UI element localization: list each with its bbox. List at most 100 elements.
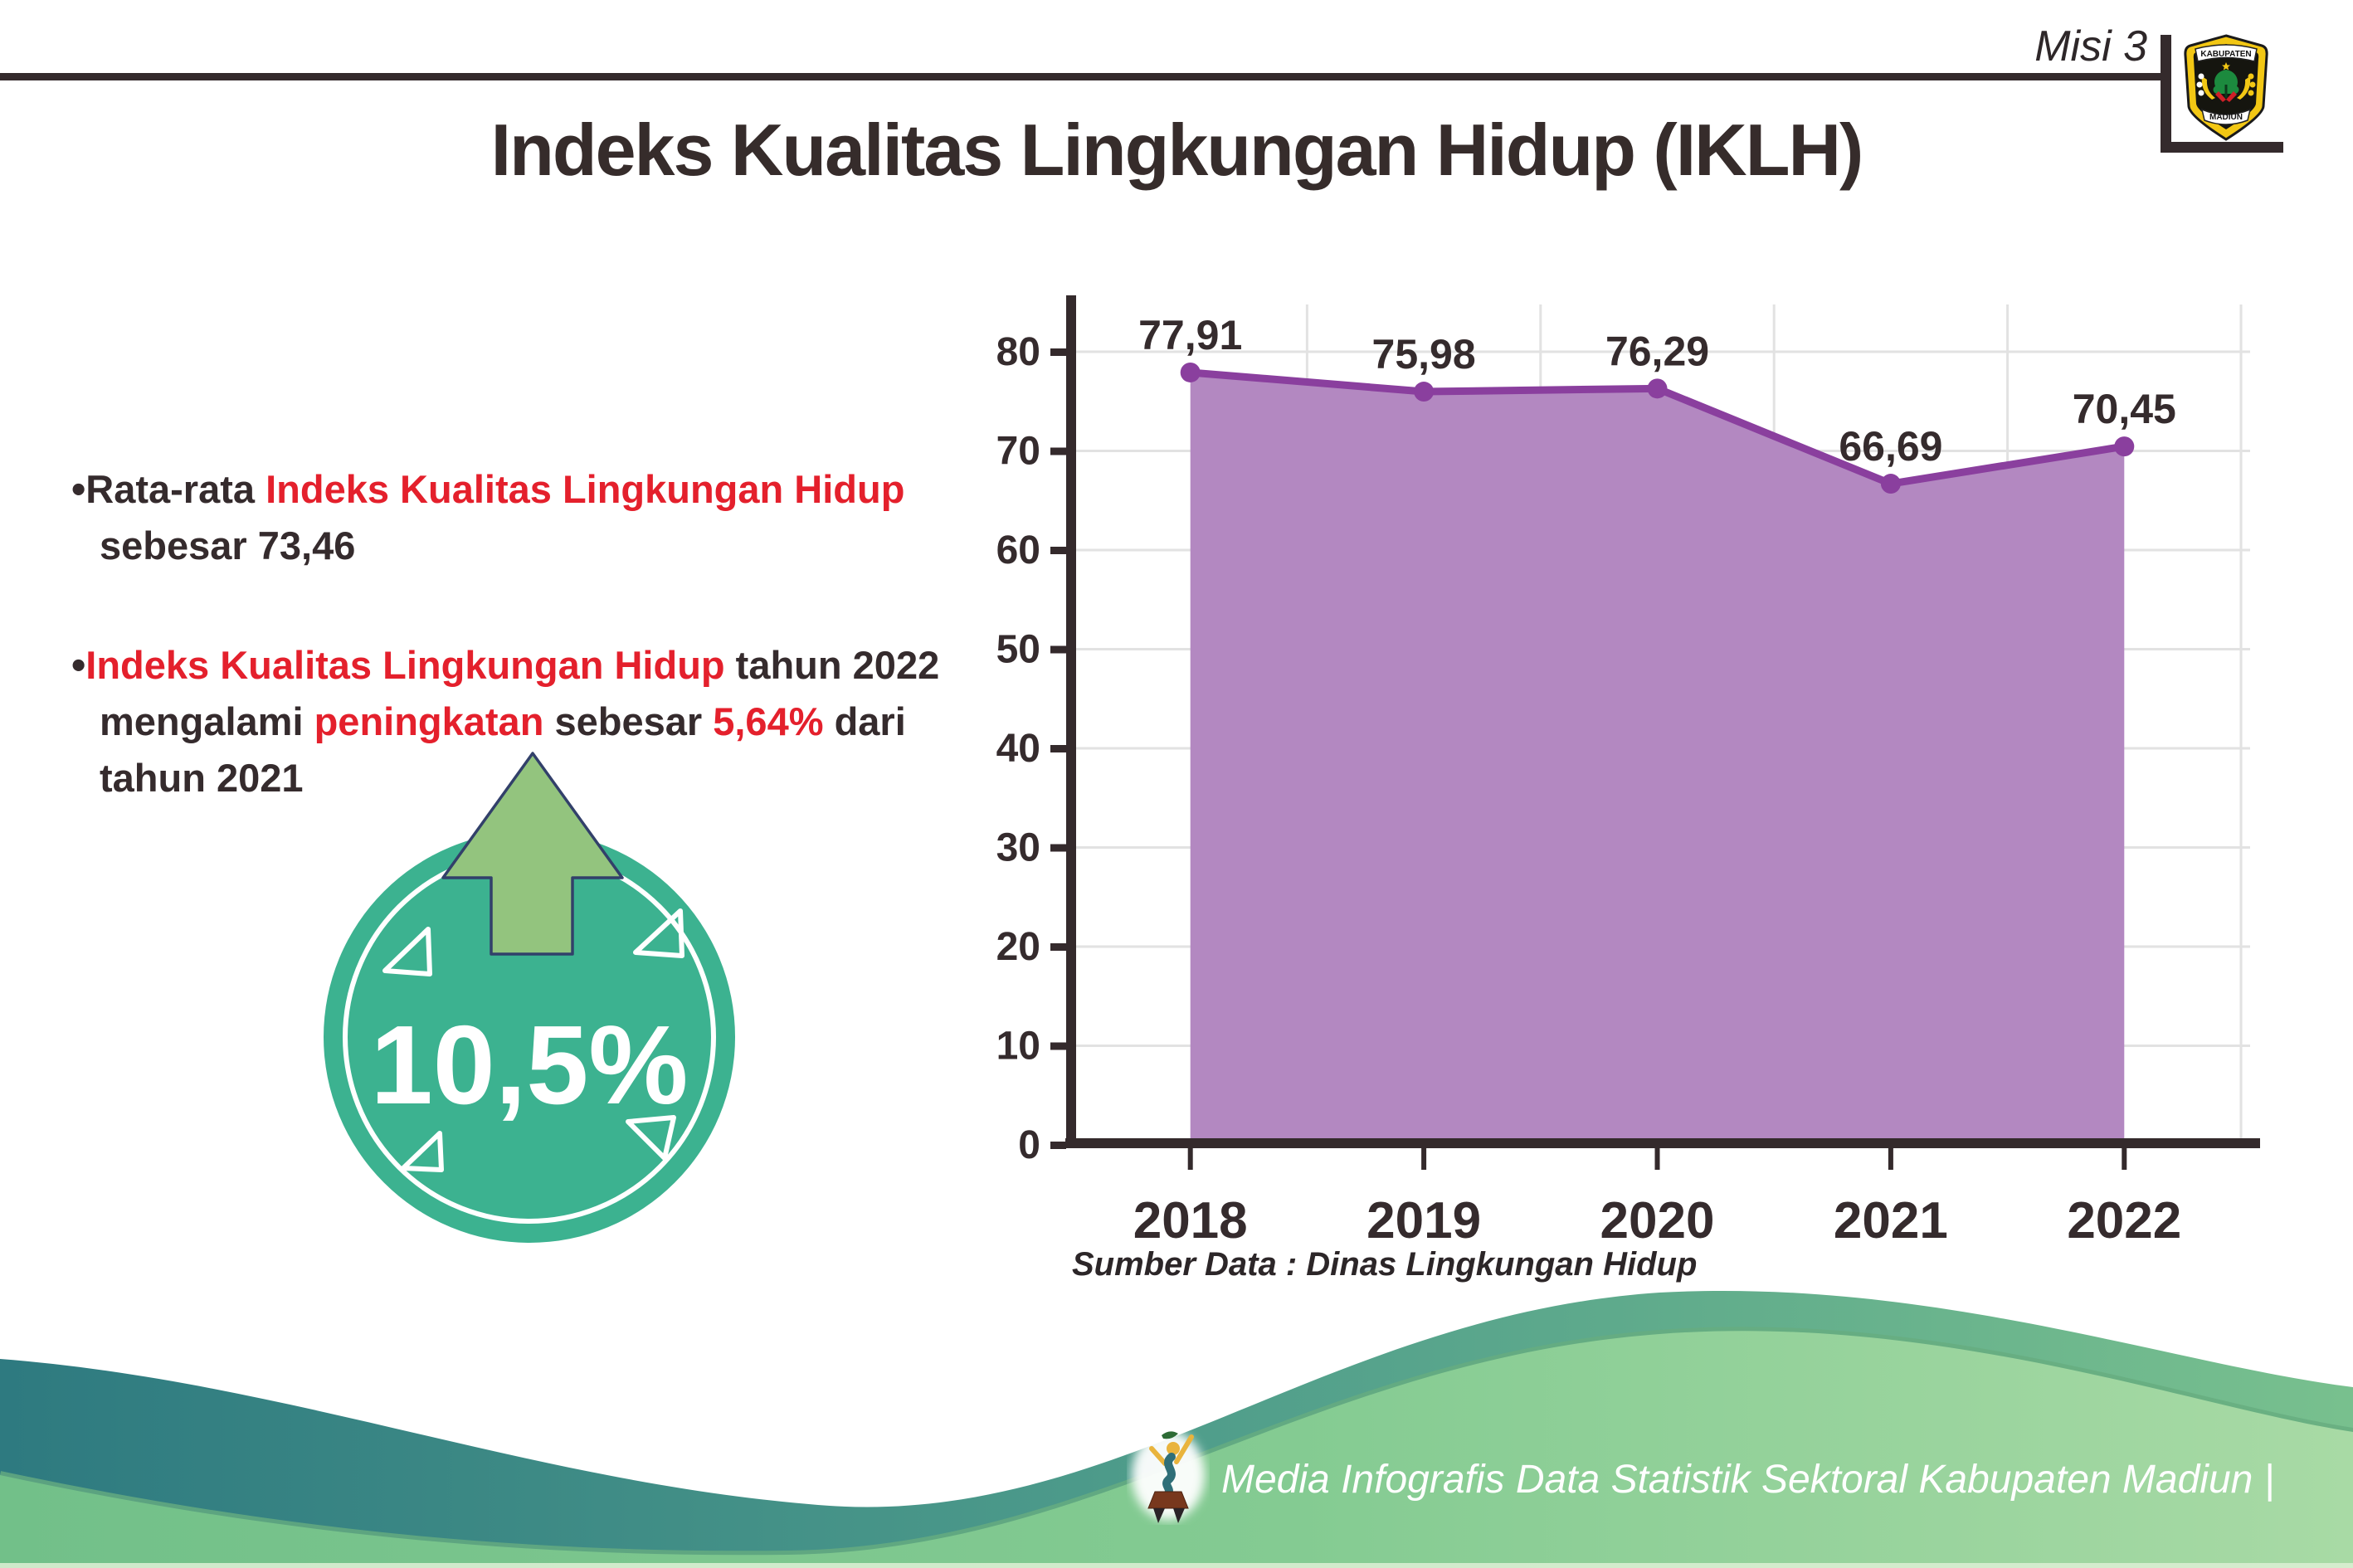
y-axis-label: 20	[996, 925, 1040, 969]
badge-value: 10,5%	[371, 1002, 689, 1127]
y-axis-tick	[1050, 1042, 1066, 1050]
mascot-leaf	[1162, 1431, 1178, 1439]
logo-wheat-dot	[2249, 81, 2256, 88]
y-axis-tick	[1050, 943, 1066, 951]
area-fill	[1190, 372, 2125, 1143]
x-axis-label: 2018	[1133, 1192, 1248, 1249]
mascot-torso	[1162, 1453, 1176, 1497]
logo-tree-trunk	[2224, 85, 2228, 98]
y-axis-label: 30	[996, 826, 1040, 870]
y-axis-tick	[1050, 745, 1066, 752]
page-title: Indeks Kualitas Lingkungan Hidup (IKLH)	[490, 109, 1864, 191]
bullet-item-increase: •Indeks Kualitas Lingkungan Hidup tahun …	[71, 637, 1034, 806]
bullet2-text-dark2: sebesar	[543, 699, 714, 743]
y-axis-label: 80	[996, 330, 1040, 374]
source-note: Sumber Data : Dinas Lingkungan Hidup	[1072, 1246, 1698, 1283]
logo-wing-right	[2237, 76, 2251, 100]
logo-cotton-dot	[2196, 81, 2203, 88]
badge-accent-triangle	[633, 908, 684, 958]
bullet1-text-red: Indeks Kualitas Lingkungan Hidup	[266, 467, 905, 511]
data-label: 70,45	[2073, 386, 2176, 432]
bullet-dot: •	[71, 642, 86, 688]
logo-frame-horizontal	[2161, 142, 2283, 153]
bullet2-text-dark3: dari tahun 2021	[100, 699, 906, 800]
x-axis-line	[1065, 1138, 2260, 1148]
footer-green-wave	[0, 1331, 2353, 1568]
y-axis-label: 50	[996, 628, 1040, 672]
y-axis-line	[1066, 295, 1076, 1148]
logo-star-icon	[2222, 62, 2230, 71]
mascot-leg-left	[1153, 1508, 1165, 1523]
logo-bottom-text: MADIUN	[2209, 113, 2243, 122]
mascot-arm-right	[1174, 1434, 1194, 1464]
logo-banner-bottom	[2200, 108, 2252, 125]
bullet-list: •Rata-rata Indeks Kualitas Lingkungan Hi…	[71, 461, 1034, 869]
logo-wing-left	[2201, 76, 2215, 100]
y-axis-tick	[1050, 447, 1066, 455]
logo-ribbon-right	[2226, 91, 2237, 102]
logo-cotton-dot	[2198, 73, 2204, 80]
bullet1-text-dark: Rata-rata	[85, 467, 266, 511]
mascot-leg-right	[1173, 1508, 1185, 1523]
mascot-icon	[1132, 1430, 1205, 1523]
bullet-dot: •	[71, 466, 86, 512]
x-axis-tick	[1654, 1148, 1660, 1170]
data-point-marker	[1647, 378, 1668, 399]
y-axis-label: 60	[996, 528, 1040, 572]
mascot-skirt	[1147, 1491, 1189, 1509]
y-axis-tick	[1050, 348, 1066, 356]
mascot-head	[1167, 1442, 1180, 1455]
x-axis-tick	[1421, 1148, 1427, 1170]
x-axis-label: 2020	[1600, 1192, 1715, 1249]
logo-wheat-dot	[2248, 90, 2254, 96]
y-axis-label: 70	[996, 430, 1040, 474]
logo-frame-vertical	[2161, 35, 2171, 153]
y-axis-tick	[1050, 645, 1066, 654]
logo-ribbon-left	[2215, 91, 2226, 102]
data-point-marker	[1180, 362, 1201, 382]
logo-tree-icon	[2213, 70, 2239, 94]
bullet2-text-red: Indeks Kualitas Lingkungan Hidup	[85, 643, 725, 687]
data-label: 66,69	[1839, 423, 1942, 470]
bullet2-text-dark: tahun 2022 mengalami	[100, 643, 940, 743]
data-point-marker	[1414, 382, 1435, 402]
x-axis-tick	[2122, 1148, 2127, 1170]
y-axis-tick	[1050, 1142, 1066, 1149]
bullet1-text-dark2: sebesar 73,46	[100, 523, 356, 567]
badge-accent-triangle	[382, 927, 432, 976]
footer-bottom-strip	[0, 1563, 2353, 1568]
data-point-marker	[1880, 474, 1901, 494]
footer-caption: Media Infografis Data Statistik Sektoral…	[1221, 1458, 2275, 1502]
y-axis-tick	[1050, 547, 1066, 554]
bullet-item-average: •Rata-rata Indeks Kualitas Lingkungan Hi…	[71, 461, 1034, 574]
y-axis-label: 10	[996, 1025, 1040, 1069]
header-divider-line	[0, 73, 2167, 80]
mascot-arm-left	[1149, 1446, 1167, 1466]
badge-accent-triangle	[401, 1131, 444, 1172]
data-label: 77,91	[1138, 312, 1242, 358]
x-axis-label: 2021	[1834, 1192, 1948, 1249]
data-label: 75,98	[1372, 331, 1476, 377]
y-axis-label: 40	[996, 727, 1040, 771]
up-arrow-icon	[441, 752, 624, 956]
data-label: 76,29	[1605, 328, 1709, 374]
x-axis-label: 2022	[2067, 1192, 2181, 1249]
y-axis-label: 0	[1018, 1123, 1040, 1167]
percentage-badge: 10,5%	[324, 752, 735, 1243]
kabupaten-madiun-logo-icon: KABUPATEN MADIUN	[2184, 34, 2268, 141]
x-axis-label: 2019	[1366, 1192, 1481, 1249]
logo-top-text: KABUPATEN	[2200, 50, 2251, 59]
badge-accent-triangle	[626, 1115, 676, 1161]
misi-label: Misi 3	[2034, 22, 2147, 71]
x-axis-tick	[1187, 1148, 1193, 1170]
x-axis-tick	[1888, 1148, 1893, 1170]
bullet2-text-red3: 5,64%	[713, 699, 824, 743]
iklh-area-chart: 0 10 20 30 40 50 60 70 80 2018 2019 2020 2021 2022 77,…	[996, 295, 2260, 1249]
y-axis-tick	[1050, 844, 1066, 852]
logo-wheat-dot	[2248, 73, 2254, 80]
bullet2-text-red2: peningkatan	[314, 699, 544, 743]
logo-banner-top	[2195, 44, 2258, 62]
logo-cotton-dot	[2198, 90, 2204, 96]
data-point-marker	[2114, 436, 2135, 457]
